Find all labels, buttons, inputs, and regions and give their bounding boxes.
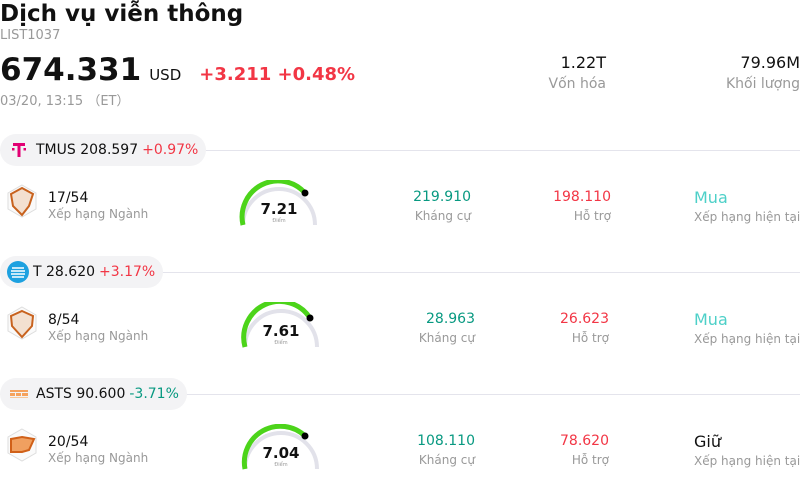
rank-value: 8/54 — [48, 312, 80, 328]
score-value: 7.61 — [262, 322, 300, 340]
radar-chart-icon — [7, 306, 37, 340]
tmobile-logo-icon — [8, 139, 30, 161]
support-value: 26.623 — [560, 311, 609, 327]
resistance: 108.110 Kháng cự — [417, 433, 475, 467]
resistance-label: Kháng cự — [414, 209, 471, 223]
stock-price: 90.600 — [76, 386, 126, 402]
resistance: 219.910 Kháng cự — [413, 189, 471, 223]
market-cap-value: 1.22T — [560, 53, 606, 72]
radar-chart-icon — [7, 184, 37, 218]
score-label: Điểm — [274, 462, 288, 468]
support-label: Hỗ trợ — [571, 331, 609, 345]
support-value: 78.620 — [560, 433, 609, 449]
stock-pill[interactable]: T 28.620 +3.17% — [0, 256, 164, 288]
rating-value: Giữ — [694, 432, 721, 451]
support-label: Hỗ trợ — [573, 209, 611, 223]
asts-logo-icon — [8, 383, 30, 405]
divider — [0, 150, 800, 151]
volume-value: 79.96M — [740, 53, 800, 72]
score-value: 7.04 — [262, 444, 300, 462]
resistance-label: Kháng cự — [418, 331, 475, 345]
score-value: 7.21 — [260, 200, 298, 218]
page-title: Dịch vụ viễn thông — [0, 1, 244, 27]
support-value: 198.110 — [553, 189, 611, 205]
volume-stat: 79.96M Khối lượng — [726, 53, 800, 92]
rank-label: Xếp hạng Ngành — [48, 329, 149, 343]
ticker: T — [33, 264, 42, 280]
current-rating: Giữ Xếp hạng hiện tại — [694, 432, 800, 468]
resistance-value: 108.110 — [417, 433, 475, 449]
volume-label: Khối lượng — [725, 76, 800, 92]
ticker: ASTS — [36, 386, 72, 402]
resistance: 28.963 Kháng cự — [419, 311, 475, 345]
rating-label: Xếp hạng hiện tại — [694, 454, 800, 468]
rank-label: Xếp hạng Ngành — [48, 451, 149, 465]
rank-value: 20/54 — [48, 434, 89, 450]
rating-value: Mua — [694, 188, 728, 207]
market-cap-stat: 1.22T Vốn hóa — [549, 53, 606, 92]
support: 78.620 Hỗ trợ — [560, 433, 609, 467]
industry-rank: 20/54 Xếp hạng Ngành — [48, 434, 148, 465]
current-rating: Mua Xếp hạng hiện tại — [694, 188, 800, 224]
support-label: Hỗ trợ — [571, 453, 609, 467]
stock-pct: +3.17% — [99, 264, 156, 280]
resistance-label: Kháng cự — [418, 453, 475, 467]
price-change: +3.211 +0.48% — [199, 64, 356, 85]
rank-value: 17/54 — [48, 190, 89, 206]
market-cap-label: Vốn hóa — [548, 76, 606, 92]
score-label: Điểm — [272, 218, 286, 224]
index-price: 674.331 — [0, 52, 142, 88]
stock-pill[interactable]: TMUS 208.597 +0.97% — [0, 134, 207, 166]
score-gauge: 7.21 Điểm — [238, 178, 328, 230]
stock-price: 28.620 — [46, 264, 96, 280]
support: 26.623 Hỗ trợ — [560, 311, 609, 345]
rank-label: Xếp hạng Ngành — [48, 207, 149, 221]
list-code: LIST1037 — [0, 28, 61, 43]
score-gauge: 7.61 Điểm — [240, 299, 330, 352]
rating-value: Mua — [694, 310, 728, 329]
support: 198.110 Hỗ trợ — [553, 189, 611, 223]
currency: USD — [149, 66, 182, 84]
resistance-value: 219.910 — [413, 189, 471, 205]
timestamp: 03/20, 13:15 （ET） — [0, 94, 130, 109]
ticker: TMUS — [36, 142, 76, 158]
resistance-value: 28.963 — [426, 311, 475, 327]
stock-pct: -3.71% — [129, 386, 179, 402]
price-row: 674.331 USD +3.211 +0.48% — [0, 52, 355, 88]
radar-chart-icon — [7, 428, 37, 462]
rating-label: Xếp hạng hiện tại — [694, 332, 800, 346]
stock-pill[interactable]: ASTS 90.600 -3.71% — [0, 378, 187, 410]
rating-label: Xếp hạng hiện tại — [694, 210, 800, 224]
score-gauge: 7.04 Điểm — [240, 423, 330, 474]
stock-pct: +0.97% — [142, 142, 199, 158]
current-rating: Mua Xếp hạng hiện tại — [694, 310, 800, 346]
industry-rank: 8/54 Xếp hạng Ngành — [48, 312, 148, 343]
stock-price: 208.597 — [80, 142, 139, 158]
industry-rank: 17/54 Xếp hạng Ngành — [48, 190, 148, 221]
score-label: Điểm — [274, 340, 288, 346]
att-logo-icon — [7, 261, 29, 283]
divider — [0, 394, 800, 395]
divider — [0, 272, 800, 273]
